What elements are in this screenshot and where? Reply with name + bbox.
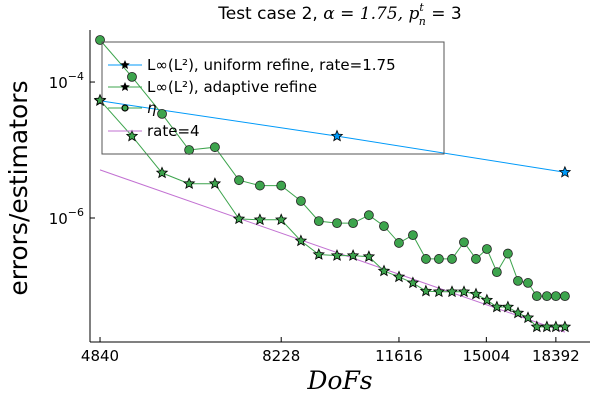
series-2 <box>95 35 570 301</box>
data-point-circle <box>523 278 533 288</box>
legend-label: η <box>147 99 157 117</box>
data-point-circle <box>276 180 287 191</box>
data-point-star <box>406 276 420 289</box>
data-point-star <box>377 264 391 277</box>
data-point-star <box>208 177 222 189</box>
data-point-star <box>432 285 446 298</box>
data-point-circle <box>255 180 265 191</box>
data-point-circle <box>513 275 523 286</box>
data-point-star <box>540 320 554 333</box>
data-point-circle <box>234 175 244 186</box>
data-point-circle <box>408 230 418 241</box>
data-point-star <box>511 306 525 319</box>
data-point-circle <box>550 291 561 301</box>
data-point-star <box>501 300 515 313</box>
data-point-star <box>469 287 483 300</box>
data-point-star <box>232 212 246 225</box>
data-point-circle <box>332 218 342 229</box>
data-point-circle <box>560 291 570 301</box>
series-1 <box>93 93 572 333</box>
data-point-circle <box>421 254 431 264</box>
y-tick-label: 10−6 <box>49 206 84 228</box>
y-axis-label: errors/estimators <box>4 80 33 295</box>
data-point-circle <box>482 244 492 254</box>
legend: L∞(L²), uniform refine, rate=1.75 L∞(L²),… <box>101 41 445 155</box>
data-point-circle <box>447 254 457 264</box>
data-point-circle <box>184 145 195 155</box>
data-point-star <box>457 285 471 298</box>
data-point-star <box>445 285 459 298</box>
data-point-circle <box>348 218 358 229</box>
x-tick-label: 8228 <box>262 347 300 365</box>
x-tick-label: 11616 <box>375 347 423 365</box>
data-point-star <box>558 165 572 178</box>
legend-star-marker <box>120 82 130 92</box>
data-point-star <box>392 270 406 283</box>
data-point-star <box>93 93 107 106</box>
data-point-star <box>125 129 139 142</box>
data-point-star <box>330 129 344 142</box>
x-tick-label: 18392 <box>532 347 580 365</box>
data-point-star <box>490 300 504 313</box>
data-point-star <box>182 177 196 189</box>
legend-circle-marker <box>121 104 129 112</box>
data-point-star <box>294 234 308 247</box>
data-point-star <box>330 249 344 261</box>
series-line <box>99 169 566 333</box>
data-point-star <box>253 213 267 226</box>
x-tick-label: 15004 <box>462 347 510 365</box>
data-point-star <box>346 249 360 261</box>
data-point-circle <box>434 254 444 264</box>
data-point-circle <box>471 254 481 264</box>
legend-label: L∞(L²), uniform refine, rate=1.75 <box>147 56 396 74</box>
data-point-circle <box>157 108 167 119</box>
data-point-circle <box>210 142 220 153</box>
data-point-star <box>419 284 433 297</box>
legend-box <box>101 41 445 155</box>
data-point-star <box>312 247 325 260</box>
data-point-circle <box>313 216 324 227</box>
legend-star-marker <box>120 60 130 70</box>
legend-label: L∞(L²), adaptive refine <box>147 78 317 96</box>
x-axis-label: DoFs <box>306 366 372 395</box>
data-point-star <box>558 320 572 333</box>
data-point-star <box>275 213 288 226</box>
data-point-circle <box>459 237 469 248</box>
chart-title: Test case 2, α = 1.75, pt n = 3 <box>217 1 461 28</box>
legend-label: rate=4 <box>147 122 200 140</box>
x-tick-label: 4840 <box>81 347 119 365</box>
series-3 <box>99 169 566 333</box>
data-point-circle <box>394 238 404 248</box>
data-point-circle <box>363 210 374 221</box>
data-point-star <box>530 320 544 333</box>
data-point-circle <box>531 291 542 301</box>
data-point-star <box>521 311 535 324</box>
data-point-circle <box>296 196 306 206</box>
data-point-star <box>155 166 169 179</box>
data-point-circle <box>491 267 502 278</box>
data-point-star <box>480 293 494 306</box>
data-point-circle <box>127 71 137 82</box>
data-point-star <box>362 250 376 262</box>
data-point-circle <box>379 221 389 232</box>
data-point-circle <box>502 248 513 259</box>
data-point-circle <box>541 291 552 301</box>
y-tick-label: 10−4 <box>49 70 84 92</box>
